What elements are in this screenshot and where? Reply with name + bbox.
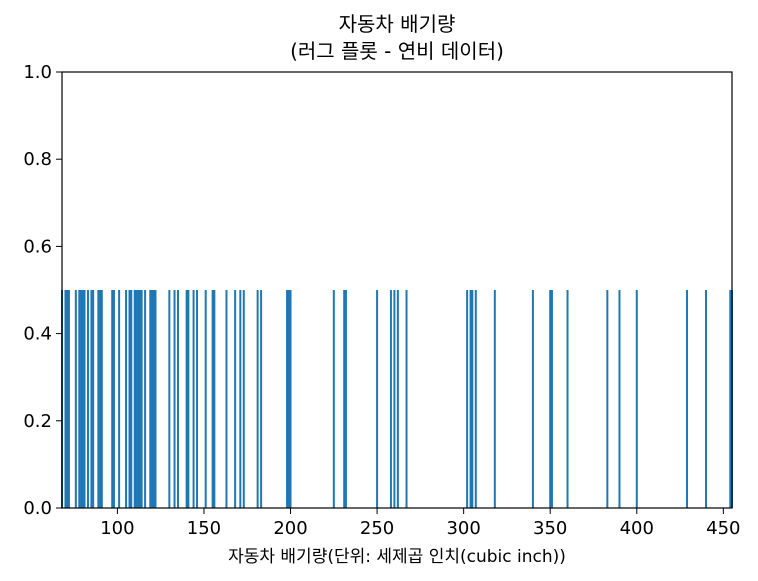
x-tick-label: 350 [533, 518, 567, 539]
x-tick-label: 150 [187, 518, 221, 539]
chart-subtitle: (러그 플롯 - 연비 데이터) [290, 39, 504, 63]
y-tick-label: 0.2 [23, 411, 52, 432]
x-axis-label: 자동차 배기량(단위: 세제곱 인치(cubic inch)) [228, 547, 566, 567]
x-tick-label: 400 [620, 518, 654, 539]
rug-marks [61, 290, 733, 508]
y-tick-label: 0.4 [23, 324, 52, 345]
plot-area-frame [61, 71, 733, 509]
chart-title: 자동차 배기량 [339, 12, 456, 36]
x-tick-label: 300 [446, 518, 480, 539]
x-tick-label: 100 [100, 518, 134, 539]
x-tick-label: 450 [706, 518, 740, 539]
y-tick-label: 0.8 [23, 149, 52, 170]
y-tick-label: 0.6 [23, 236, 52, 257]
x-tick-label: 200 [273, 518, 307, 539]
x-tick-label: 250 [360, 518, 394, 539]
y-axis-ticks: 0.0 0.2 0.4 0.6 0.8 1.0 [23, 62, 62, 519]
y-tick-label: 1.0 [23, 62, 52, 83]
x-axis-ticks: 100 150 200 250 300 350 400 450 [100, 508, 741, 539]
y-tick-label: 0.0 [23, 498, 52, 519]
